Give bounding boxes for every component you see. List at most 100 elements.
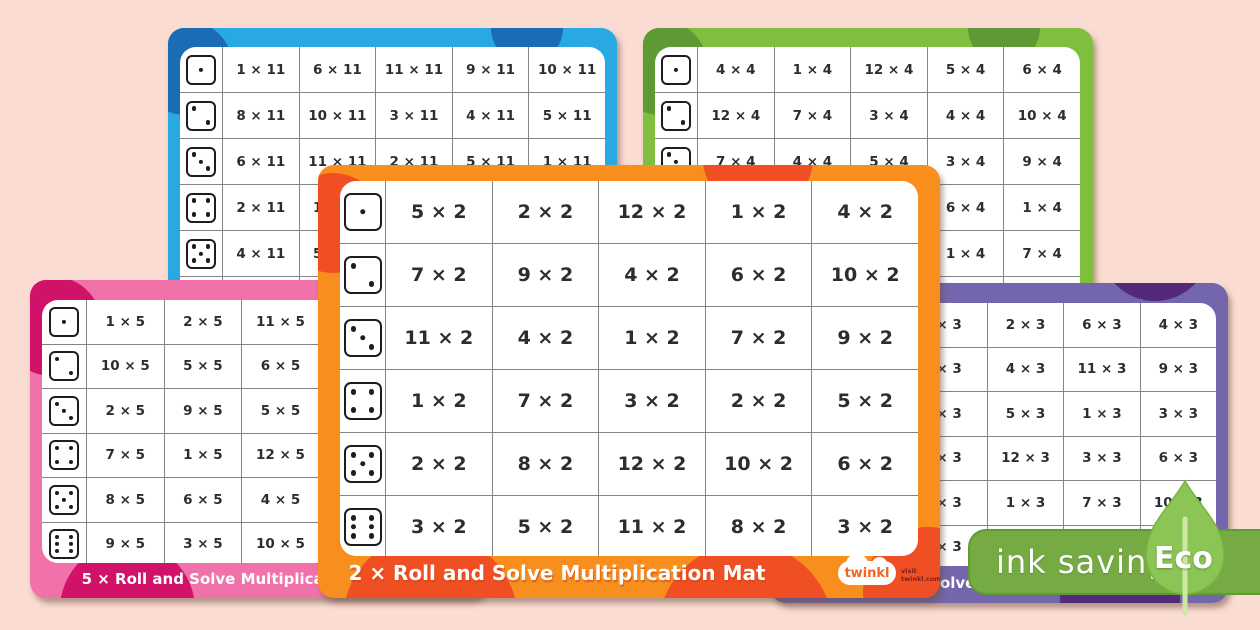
fact-cell: 9 × 2 bbox=[491, 244, 599, 306]
twinkl-tagline: visit twinkl.com bbox=[901, 567, 940, 583]
fact-cell: 6 × 3 bbox=[1063, 303, 1139, 347]
fact-cell: 8 × 2 bbox=[491, 433, 599, 495]
fact-cell: 10 × 2 bbox=[811, 244, 918, 306]
die-1-icon bbox=[655, 47, 697, 92]
fact-cell: 2 × 2 bbox=[385, 433, 492, 495]
fact-cell: 4 × 3 bbox=[986, 347, 1063, 391]
fact-cell: 1 × 4 bbox=[773, 47, 851, 92]
fact-cell: 10 × 5 bbox=[86, 344, 164, 388]
die-1-icon bbox=[180, 47, 222, 92]
fact-cell: 9 × 2 bbox=[811, 307, 918, 369]
fact-cell: 4 × 2 bbox=[598, 244, 705, 306]
die-4-icon bbox=[180, 185, 222, 230]
twinkl-cloud-icon: twinkl bbox=[838, 554, 896, 585]
fact-cell: 4 × 11 bbox=[451, 93, 529, 138]
mat-title: 2 × Roll and Solve Multiplication Mat bbox=[348, 561, 766, 585]
fact-cell: 1 × 5 bbox=[163, 433, 242, 477]
fact-cell: 7 × 4 bbox=[1003, 231, 1080, 276]
top-circle-decoration bbox=[1100, 283, 1210, 301]
fact-cell: 5 × 2 bbox=[811, 370, 918, 432]
fact-cell: 5 × 11 bbox=[528, 93, 605, 138]
fact-cell: 12 × 4 bbox=[697, 93, 774, 138]
fact-cell: 6 × 4 bbox=[1003, 47, 1080, 92]
fact-cell: 9 × 5 bbox=[86, 522, 164, 563]
mat-row: 1 × 11 6 × 11 11 × 11 9 × 11 10 × 11 bbox=[180, 47, 605, 92]
fact-cell: 1 × 11 bbox=[222, 47, 299, 92]
fact-cell: 5 × 2 bbox=[491, 496, 599, 556]
fact-cell: 2 × 2 bbox=[491, 181, 599, 243]
fact-cell: 8 × 2 bbox=[704, 496, 812, 556]
die-2-icon bbox=[42, 345, 86, 389]
fact-cell: 11 × 5 bbox=[241, 300, 319, 344]
fact-cell: 1 × 2 bbox=[598, 307, 705, 369]
fact-cell: 3 × 3 bbox=[1063, 436, 1139, 480]
die-1-icon bbox=[340, 181, 385, 243]
fact-cell: 1 × 3 bbox=[1063, 392, 1139, 436]
die-2-icon bbox=[340, 244, 385, 306]
fact-cell: 2 × 5 bbox=[86, 389, 164, 433]
ink-saving-label: ink saving bbox=[996, 543, 1169, 581]
eco-label: Eco bbox=[1154, 541, 1213, 576]
fact-cell: 11 × 3 bbox=[1063, 347, 1139, 391]
die-5-icon bbox=[180, 231, 222, 276]
fact-cell: 8 × 11 bbox=[222, 93, 299, 138]
fact-cell: 10 × 4 bbox=[1003, 93, 1080, 138]
fact-cell: 5 × 5 bbox=[163, 344, 242, 388]
fact-cell: 7 × 2 bbox=[704, 307, 812, 369]
fact-cell: 1 × 4 bbox=[1003, 185, 1080, 230]
fact-cell: 3 × 4 bbox=[926, 139, 1004, 184]
fact-cell: 12 × 2 bbox=[598, 181, 705, 243]
fact-cell: 12 × 2 bbox=[598, 433, 705, 495]
fact-cell: 3 × 2 bbox=[598, 370, 705, 432]
fact-cell: 9 × 3 bbox=[1139, 347, 1216, 391]
mat-title: 5 × Roll and Solve Multiplication Mat bbox=[81, 570, 395, 588]
fact-cell: 11 × 2 bbox=[598, 496, 705, 556]
fact-cell: 4 × 5 bbox=[241, 478, 319, 522]
mat-row: 8 × 11 10 × 11 3 × 11 4 × 11 5 × 11 bbox=[180, 92, 605, 138]
fact-cell: 1 × 5 bbox=[86, 300, 164, 344]
fact-cell: 6 × 5 bbox=[241, 344, 319, 388]
fact-cell: 2 × 11 bbox=[222, 185, 299, 230]
fact-cell: 5 × 2 bbox=[385, 181, 492, 243]
die-5-icon bbox=[42, 478, 86, 522]
fact-cell: 2 × 3 bbox=[986, 303, 1063, 347]
fact-cell: 6 × 3 bbox=[1139, 436, 1216, 480]
die-6-icon bbox=[42, 523, 86, 564]
die-1-icon bbox=[42, 300, 86, 344]
fact-cell: 3 × 2 bbox=[385, 496, 492, 556]
die-4-icon bbox=[42, 434, 86, 478]
fact-cell: 4 × 2 bbox=[491, 307, 599, 369]
fact-cell: 6 × 5 bbox=[163, 478, 242, 522]
fact-cell: 7 × 4 bbox=[773, 93, 851, 138]
fact-cell: 6 × 2 bbox=[704, 244, 812, 306]
fact-cell: 4 × 11 bbox=[222, 231, 299, 276]
die-3-icon bbox=[180, 139, 222, 184]
fact-cell: 5 × 3 bbox=[986, 392, 1063, 436]
fact-cell: 6 × 11 bbox=[222, 139, 299, 184]
fact-cell: 9 × 5 bbox=[163, 389, 242, 433]
fact-cell: 10 × 11 bbox=[528, 47, 605, 92]
fact-cell: 4 × 4 bbox=[697, 47, 774, 92]
fact-cell: 7 × 5 bbox=[86, 433, 164, 477]
fact-cell: 3 × 2 bbox=[811, 496, 918, 556]
fact-cell: 1 × 2 bbox=[704, 181, 812, 243]
fact-cell: 6 × 2 bbox=[811, 433, 918, 495]
fact-cell: 4 × 3 bbox=[1139, 303, 1216, 347]
fact-cell: 4 × 4 bbox=[926, 93, 1004, 138]
fact-cell: 1 × 2 bbox=[385, 370, 492, 432]
fact-cell: 5 × 5 bbox=[241, 389, 319, 433]
fact-cell: 3 × 5 bbox=[163, 522, 242, 563]
fact-cell: 2 × 2 bbox=[704, 370, 812, 432]
